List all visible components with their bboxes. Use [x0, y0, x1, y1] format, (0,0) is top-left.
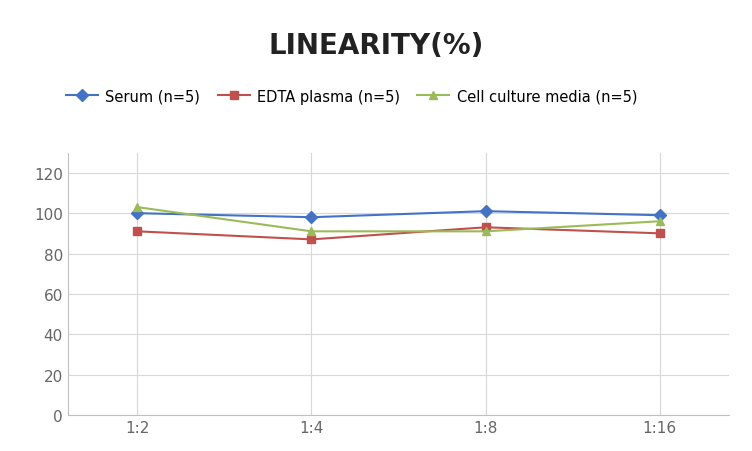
Line: EDTA plasma (n=5): EDTA plasma (n=5)	[133, 224, 664, 244]
Text: LINEARITY(%): LINEARITY(%)	[268, 32, 484, 60]
EDTA plasma (n=5)	[133, 229, 142, 235]
Line: Serum (n=5): Serum (n=5)	[133, 207, 664, 222]
Cell culture media (n=5)	[133, 205, 142, 210]
EDTA plasma (n=5)	[307, 237, 316, 243]
Cell culture media (n=5)	[307, 229, 316, 235]
Cell culture media (n=5)	[481, 229, 490, 235]
Serum (n=5)	[655, 213, 664, 218]
EDTA plasma (n=5)	[655, 231, 664, 236]
Serum (n=5)	[133, 211, 142, 216]
Cell culture media (n=5)	[655, 219, 664, 225]
EDTA plasma (n=5)	[481, 225, 490, 230]
Serum (n=5)	[307, 215, 316, 221]
Serum (n=5)	[481, 209, 490, 214]
Legend: Serum (n=5), EDTA plasma (n=5), Cell culture media (n=5): Serum (n=5), EDTA plasma (n=5), Cell cul…	[60, 84, 643, 110]
Line: Cell culture media (n=5): Cell culture media (n=5)	[133, 203, 664, 236]
